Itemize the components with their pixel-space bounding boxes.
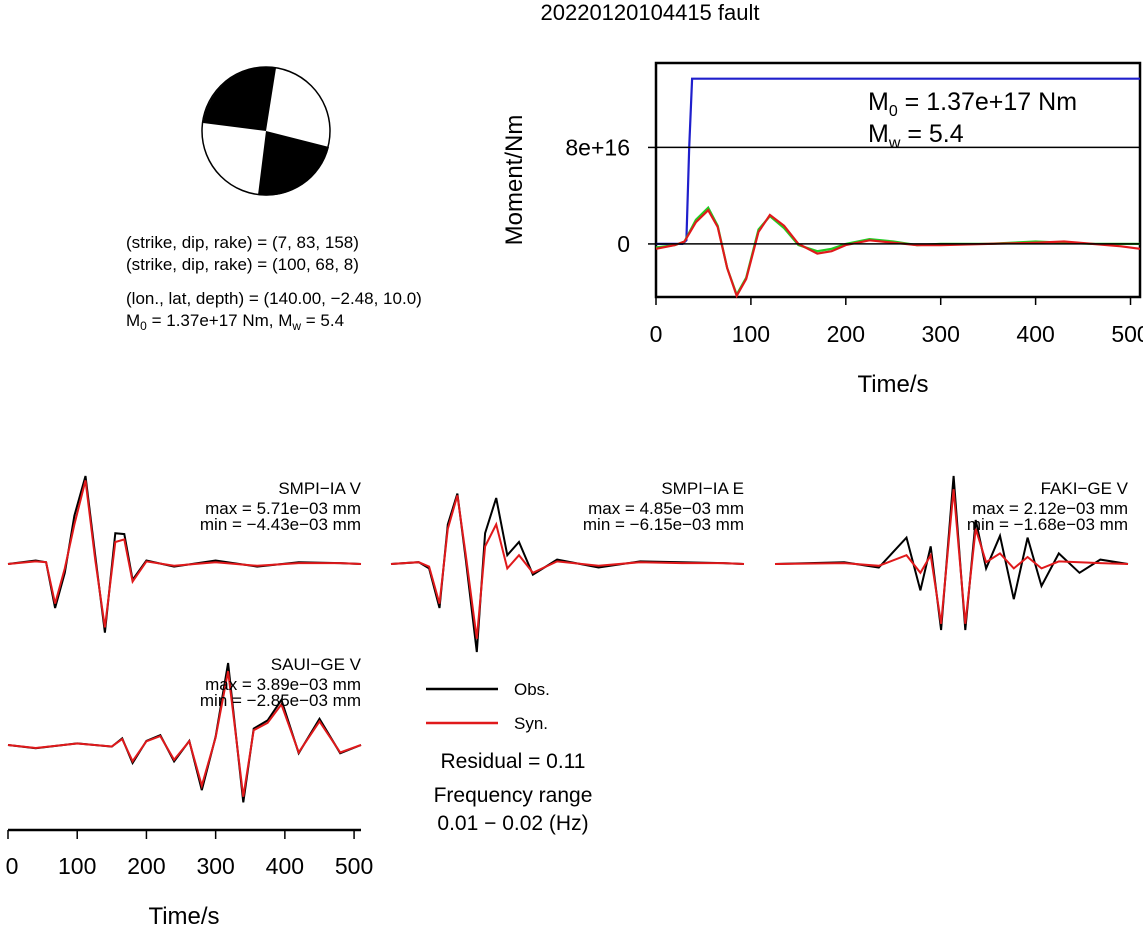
station-max: max = 3.89e−03 mm: [205, 675, 361, 694]
m0-subscript: 0: [140, 319, 147, 333]
focal-mechanism-beachball: [201, 66, 331, 196]
moment-xtick-label: 0: [650, 321, 663, 347]
figure-title: 20220120104415 fault: [541, 0, 760, 25]
nodal-plane-2: (strike, dip, rake) = (100, 68, 8): [126, 255, 359, 274]
station-name: SAUI−GE V: [271, 655, 362, 674]
moment-annotation-mw: Mw = 5.4: [868, 120, 964, 152]
observed-trace: [774, 475, 1129, 631]
moment-function-panel: 0 100 200 300 400 500 0 8e+16 Moment/Nm Time/s…: [501, 61, 1143, 398]
synthetic-trace: [7, 480, 362, 628]
nodal-plane-1: (strike, dip, rake) = (7, 83, 158): [126, 233, 359, 252]
synthetic-trace: [7, 671, 362, 797]
residual-value: Residual = 0.11: [441, 750, 586, 773]
waveform-xtick-label: 400: [266, 853, 304, 879]
station-max: max = 4.85e−03 mm: [588, 499, 744, 518]
synthetic-trace: [774, 489, 1129, 624]
synthetic-trace: [390, 495, 745, 639]
station-max: max = 5.71e−03 mm: [205, 499, 361, 518]
station-min: min = −2.85e−03 mm: [200, 691, 361, 710]
station-name: FAKI−GE V: [1041, 479, 1129, 498]
moment-xtick-label: 100: [732, 321, 770, 347]
waveform-xlabel: Time/s: [148, 903, 219, 927]
moment-series-green: [655, 205, 1140, 298]
waveform-time-axis: 0 100 200 300 400 500 Time/s: [6, 828, 373, 927]
waveform-xtick-label: 200: [127, 853, 165, 879]
mw-prefix: M: [868, 120, 889, 148]
moment-magnitude-line: M0 = 1.37e+17 Nm, Mw = 5.4: [126, 311, 344, 333]
station-name: SMPI−IA V: [278, 479, 361, 498]
waveform-xtick-label: 0: [6, 853, 19, 879]
moment-xtick-label: 300: [922, 321, 960, 347]
moment-ytick-label: 0: [617, 231, 630, 257]
moment-xtick-label: 200: [827, 321, 865, 347]
station-min: min = −1.68e−03 mm: [967, 515, 1128, 534]
moment-ytick-label: 8e+16: [565, 134, 630, 160]
moment-plot-frame: [654, 61, 1142, 299]
moment-ylabel: Moment/Nm: [501, 115, 528, 246]
m0-subscript: 0: [889, 103, 898, 120]
m0-value: = 1.37e+17 Nm: [898, 88, 1077, 116]
waveform-xtick-label: 500: [335, 853, 373, 879]
moment-xtick-label: 400: [1016, 321, 1054, 347]
mw-subscript: w: [888, 135, 901, 152]
hypocenter-location: (lon., lat, depth) = (140.00, −2.48, 10.…: [126, 289, 422, 308]
frequency-range-label: Frequency range: [434, 784, 593, 807]
mw-value: = 5.4: [900, 120, 963, 148]
station-name: SMPI−IA E: [661, 479, 744, 498]
waveform-xtick-label: 300: [196, 853, 234, 879]
m0-value: = 1.37e+17 Nm, M: [147, 311, 293, 330]
mw-value: = 5.4: [301, 311, 344, 330]
station-min: min = −4.43e−03 mm: [200, 515, 361, 534]
waveform-xtick-label: 100: [58, 853, 96, 879]
m0-prefix: M: [126, 311, 140, 330]
legend-syn-label: Syn.: [514, 714, 548, 733]
compressional-quadrant-se: [258, 131, 329, 196]
moment-xlabel: Time/s: [857, 371, 928, 398]
m0-prefix: M: [868, 88, 889, 116]
waveform-legend: Obs. Syn. Residual = 0.11 Frequency rang…: [426, 680, 592, 835]
moment-series-red: [655, 208, 1141, 299]
mechanism-info: (strike, dip, rake) = (7, 83, 158) (stri…: [126, 233, 422, 333]
moment-annotation-m0: M0 = 1.37e+17 Nm: [868, 88, 1077, 120]
station-max: max = 2.12e−03 mm: [972, 499, 1128, 518]
moment-xtick-label: 500: [1111, 321, 1143, 347]
station-min: min = −6.15e−03 mm: [583, 515, 744, 534]
mw-subscript: w: [291, 319, 301, 333]
frequency-range-value: 0.01 − 0.02 (Hz): [437, 812, 588, 835]
legend-obs-label: Obs.: [514, 680, 550, 699]
compressional-quadrant-nw: [203, 67, 276, 131]
